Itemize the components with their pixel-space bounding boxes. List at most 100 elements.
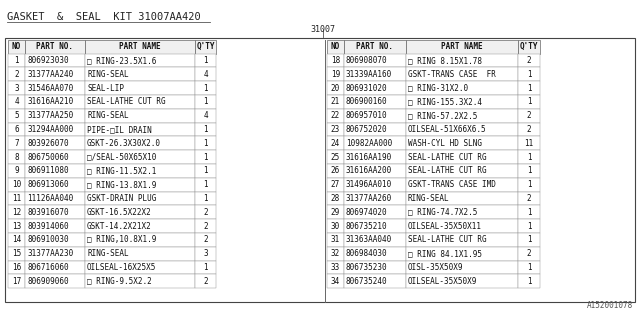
Text: 12: 12 [12,208,21,217]
Bar [518,67,540,81]
Bar [25,40,85,53]
Text: 806716060: 806716060 [27,263,68,272]
Bar [518,178,540,191]
Bar [406,233,518,247]
Bar [344,81,406,95]
Text: 31377AA260: 31377AA260 [346,194,392,203]
Bar [25,136,85,150]
Bar [406,67,518,81]
Text: 7: 7 [14,139,19,148]
Text: □ RING-57.2X2.5: □ RING-57.2X2.5 [408,111,477,120]
Bar [327,274,344,288]
Bar [195,40,216,53]
Bar [25,233,85,247]
Text: 2: 2 [203,208,208,217]
Text: SEAL-LATHE CUT RG: SEAL-LATHE CUT RG [408,235,486,244]
Text: SEAL-LATHE CUT RG: SEAL-LATHE CUT RG [408,166,486,175]
Bar [327,40,344,53]
Bar [25,67,85,81]
Bar [344,178,406,191]
Bar [195,164,216,178]
Bar [195,95,216,109]
Text: 31377AA240: 31377AA240 [27,70,73,79]
Bar [8,67,25,81]
Bar [85,81,195,95]
Bar [8,233,25,247]
Text: PART NAME: PART NAME [441,42,483,51]
Text: 33: 33 [331,263,340,272]
Bar [518,191,540,205]
Bar [406,53,518,67]
Bar [406,260,518,274]
Text: 1: 1 [527,153,531,162]
Text: RING-SEAL: RING-SEAL [87,111,129,120]
Text: □ RING-9.5X2.2: □ RING-9.5X2.2 [87,277,152,286]
Text: 1: 1 [527,208,531,217]
Bar [195,123,216,136]
Bar [344,67,406,81]
Text: 1: 1 [527,166,531,175]
Bar [25,219,85,233]
Text: 31546AA070: 31546AA070 [27,84,73,92]
Text: 10: 10 [12,180,21,189]
Text: 1: 1 [527,70,531,79]
Text: 3: 3 [203,249,208,258]
Bar [8,150,25,164]
Text: GASKET  &  SEAL  KIT 31007AA420: GASKET & SEAL KIT 31007AA420 [7,12,201,22]
Text: 1: 1 [203,97,208,106]
Bar [85,109,195,123]
Text: 1: 1 [527,277,531,286]
Bar [327,164,344,178]
Bar [327,260,344,274]
Text: 806910030: 806910030 [27,235,68,244]
Bar [518,164,540,178]
Text: 16: 16 [12,263,21,272]
Text: 24: 24 [331,139,340,148]
Text: 31616AA210: 31616AA210 [27,97,73,106]
Bar [25,274,85,288]
Text: □ RING 84.1X1.95: □ RING 84.1X1.95 [408,249,482,258]
Bar [406,274,518,288]
Bar [344,247,406,260]
Bar [25,123,85,136]
Bar [518,205,540,219]
Bar [195,191,216,205]
Text: 806750060: 806750060 [27,153,68,162]
Text: NO: NO [331,42,340,51]
Text: 3: 3 [14,84,19,92]
Text: RING-SEAL: RING-SEAL [408,194,450,203]
Bar [25,260,85,274]
Text: 19: 19 [331,70,340,79]
Text: 31339AA160: 31339AA160 [346,70,392,79]
Bar [327,136,344,150]
Bar [344,260,406,274]
Bar [8,205,25,219]
Text: 1: 1 [203,84,208,92]
Text: 31616AA200: 31616AA200 [346,166,392,175]
Text: 1: 1 [203,153,208,162]
Bar [85,247,195,260]
Text: 31496AA010: 31496AA010 [346,180,392,189]
Bar [85,233,195,247]
Bar [327,191,344,205]
Bar [195,233,216,247]
Text: 2: 2 [527,111,531,120]
Bar [406,150,518,164]
Bar [327,109,344,123]
Text: 4: 4 [203,111,208,120]
Bar [518,247,540,260]
Text: 11: 11 [524,139,534,148]
Bar [327,53,344,67]
Bar [518,123,540,136]
Text: 806931020: 806931020 [346,84,388,92]
Bar [195,205,216,219]
Text: □ RING-13.8X1.9: □ RING-13.8X1.9 [87,180,156,189]
Text: 21: 21 [331,97,340,106]
Bar [195,53,216,67]
Bar [25,247,85,260]
Text: 806984030: 806984030 [346,249,388,258]
Bar [5,38,635,302]
Text: 803926070: 803926070 [27,139,68,148]
Bar [25,95,85,109]
Text: 5: 5 [14,111,19,120]
